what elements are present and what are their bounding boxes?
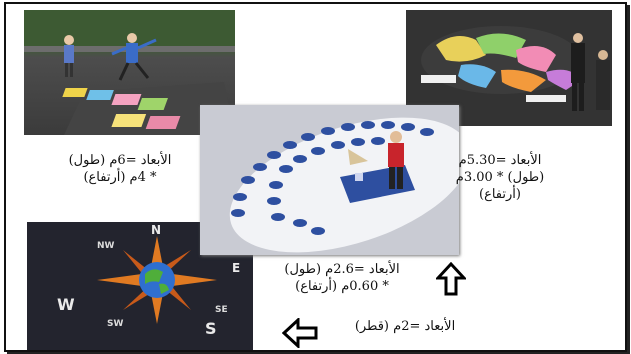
compass-sw-label: SW [107,319,123,329]
sundial-photo [200,105,459,255]
up-arrow-icon [436,262,466,296]
compass-nw-label: NW [97,241,115,251]
sundial-illustration [200,105,459,255]
world-map-photo [406,10,612,126]
compass-east-label: E [232,261,240,275]
hopscotch-caption-line2: * 4م (أرتفاع) [83,170,157,185]
compass-caption: الأبعاد =2م (قطر) [330,318,480,335]
sundial-caption-line2: * 0.60م (أرتفاع) [295,279,389,294]
world-map-caption-line2: (طول) * 3.00م [455,170,545,185]
sundial-caption-line1: الأبعاد =2.6م (طول) [284,262,400,277]
sundial-caption: الأبعاد =2.6م (طول) * 0.60م (أرتفاع) [262,261,422,295]
world-map-caption-line3: (أرتفاع) [479,187,521,202]
world-map-illustration [406,10,612,126]
hopscotch-caption: الأبعاد =6م (طول) * 4م (أرتفاع) [40,152,200,186]
hopscotch-caption-line1: الأبعاد =6م (طول) [68,153,172,168]
world-map-caption-line1: الأبعاد =5.30م [458,153,542,168]
compass-se-label: SE [215,305,228,315]
compass-west-label: W [57,295,75,314]
compass-south-label: S [205,319,217,338]
world-map-caption: الأبعاد =5.30م (طول) * 3.00م (أرتفاع) [430,152,570,203]
compass-caption-line1: الأبعاد =2م (قطر) [354,319,456,334]
left-arrow-icon [282,318,318,348]
compass-north-label: N [151,223,161,237]
hopscotch-photo [24,10,235,135]
hopscotch-illustration [24,10,235,135]
